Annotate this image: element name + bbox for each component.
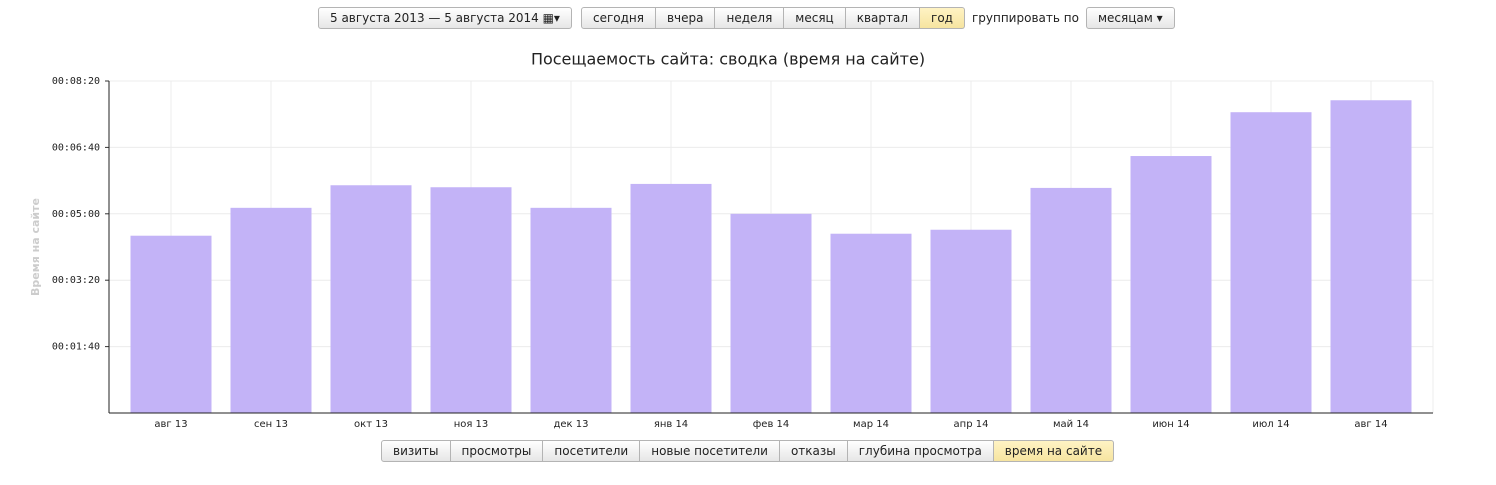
bar	[1030, 187, 1112, 413]
x-tick-label: июн 14	[1152, 419, 1189, 430]
bar	[330, 185, 412, 413]
metric-tab[interactable]: просмотры	[450, 440, 544, 462]
period-button[interactable]: вчера	[655, 7, 716, 29]
bar	[930, 229, 1012, 413]
x-tick-label: мар 14	[853, 419, 889, 430]
x-tick-label: фев 14	[753, 419, 790, 430]
x-tick-label: ноя 13	[454, 419, 489, 430]
period-button[interactable]: сегодня	[580, 7, 656, 29]
x-tick-label: окт 13	[354, 419, 388, 430]
metric-tab[interactable]: посетители	[543, 440, 641, 462]
y-tick-label: 00:05:00	[52, 209, 100, 220]
date-range[interactable]: 5 августа 2013 — 5 августа 2014 ▦▾	[318, 7, 572, 29]
period-button[interactable]: квартал	[845, 7, 921, 29]
group-label: группировать по	[971, 11, 1079, 25]
x-tick-label: апр 14	[954, 419, 989, 430]
metric-tab[interactable]: новые посетители	[640, 440, 780, 462]
bar	[830, 233, 912, 413]
y-axis-title: Время на сайте	[29, 198, 42, 296]
metric-tabs: визиты просмотры посетители новые посетител…	[381, 440, 1115, 462]
x-tick-label: май 14	[1053, 419, 1089, 430]
bar	[430, 187, 512, 413]
y-tick-label: 00:06:40	[52, 142, 100, 153]
x-tick-label: сен 13	[254, 419, 288, 430]
metric-tab[interactable]: глубина просмотра	[847, 440, 994, 462]
chart-title: Посещаемость сайта: сводка (время на сай…	[531, 50, 925, 69]
bar	[630, 183, 712, 413]
y-tick-label: 00:03:20	[52, 275, 100, 286]
x-tick-label: дек 13	[553, 419, 588, 430]
bar	[1130, 156, 1212, 414]
bar	[130, 235, 212, 413]
metric-tab[interactable]: отказы	[779, 440, 848, 462]
bar	[1330, 100, 1412, 414]
period-group: сегодня вчера неделя месяц квартал год	[580, 7, 965, 29]
bar	[530, 207, 612, 413]
x-tick-label: авг 14	[1354, 419, 1387, 430]
date-range-text: 5 августа 2013 — 5 августа 2014	[330, 11, 539, 25]
bar	[1230, 112, 1312, 413]
x-tick-label: июл 14	[1252, 419, 1289, 430]
y-tick-label: 00:01:40	[52, 342, 100, 353]
bar	[730, 213, 812, 413]
metric-tab[interactable]: время на сайте	[993, 440, 1115, 462]
y-tick-label: 00:08:20	[52, 76, 100, 87]
period-button[interactable]: месяц	[784, 7, 846, 29]
period-button[interactable]: год	[920, 7, 965, 29]
x-tick-label: янв 14	[654, 419, 688, 430]
bar	[230, 207, 312, 413]
toolbar: 5 августа 2013 — 5 августа 2014 ▦▾ сегод…	[318, 7, 1175, 29]
metric-tab[interactable]: визиты	[381, 440, 451, 462]
group-value: месяцам	[1097, 11, 1153, 25]
group-select[interactable]: месяцам ▾	[1085, 7, 1175, 29]
x-tick-label: авг 13	[154, 419, 187, 430]
metric-bar: визиты просмотры посетители новые посетител…	[381, 440, 1115, 462]
period-button[interactable]: неделя	[715, 7, 785, 29]
